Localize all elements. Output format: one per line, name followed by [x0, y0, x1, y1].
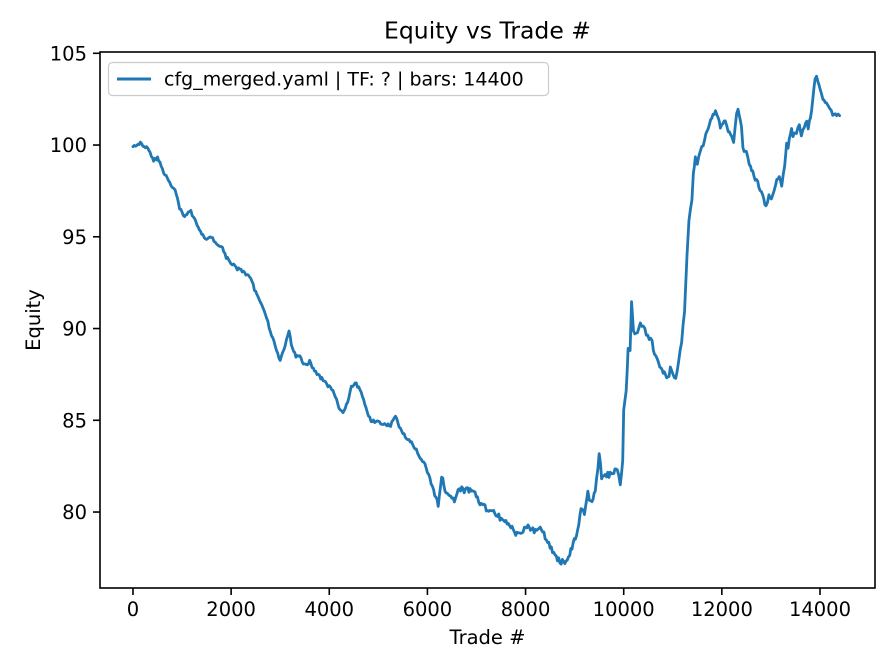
- x-tick-label: 6000: [403, 598, 453, 621]
- y-tick-label: 90: [62, 318, 87, 341]
- plot-spines: [99, 51, 876, 589]
- y-tick-label: 85: [62, 409, 87, 432]
- y-tick-label: 100: [50, 134, 87, 157]
- legend-box: [107, 61, 550, 97]
- x-tick-label: 4000: [304, 598, 354, 621]
- axes-layer: 0 2000 4000 6000 8000 10000 12000 14000 80 85 90 95…: [50, 42, 876, 621]
- x-tick-label: 14000: [789, 598, 851, 621]
- y-tick-label: 80: [62, 501, 87, 524]
- equity-series-layer: [131, 74, 842, 566]
- x-tick-label: 2000: [206, 598, 256, 621]
- equity-curve: [131, 74, 842, 566]
- y-tick-label: 105: [50, 42, 87, 65]
- y-axis-label: Equity: [22, 289, 45, 351]
- x-tick-label: 8000: [501, 598, 551, 621]
- x-axis-label: Trade #: [449, 626, 526, 649]
- x-tick-label: 10000: [593, 598, 655, 621]
- y-tick-label: 95: [62, 226, 87, 249]
- legend: cfg_merged.yaml | TF: ? | bars: 14400: [107, 61, 550, 97]
- chart-title: Equity vs Trade #: [384, 17, 591, 45]
- x-tick-label: 0: [127, 598, 139, 621]
- legend-label: cfg_merged.yaml | TF: ? | bars: 14400: [164, 69, 524, 91]
- x-tick-label: 12000: [691, 598, 753, 621]
